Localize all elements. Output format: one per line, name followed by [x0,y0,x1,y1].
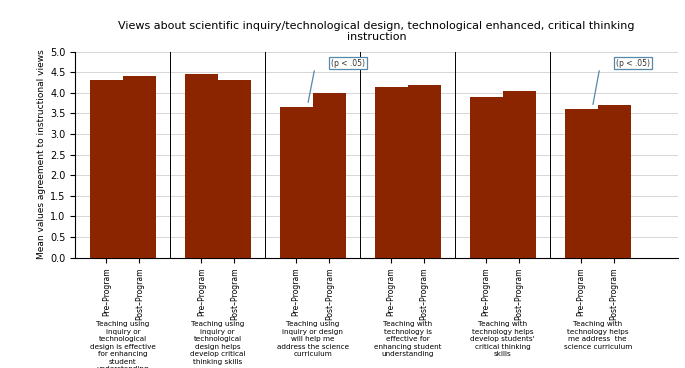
Bar [313,93,346,258]
Bar [408,85,440,258]
Bar [564,109,597,258]
Bar [597,105,631,258]
Bar [218,80,251,258]
Y-axis label: Mean values agreement to instructional views: Mean values agreement to instructional v… [37,50,46,259]
Bar [279,107,313,258]
Bar [470,97,503,258]
Bar [375,86,408,258]
Title: Views about scientific inquiry/technological design, technological enhanced, cri: Views about scientific inquiry/technolog… [119,21,635,42]
Text: (p < .05): (p < .05) [616,59,650,68]
Text: Teaching with
technology helps
develop students'
critical thinking
skills: Teaching with technology helps develop s… [471,322,535,357]
Text: (p < .05): (p < .05) [331,59,365,68]
Text: Teaching using
inquiry or design
will help me
address the science
curriculum: Teaching using inquiry or design will he… [277,322,349,357]
Text: Teaching with
technology is
effective for
enhancing student
understanding: Teaching with technology is effective fo… [374,322,441,357]
Text: Teaching using
inquiry or
technological
design is effective
for enhancing
studen: Teaching using inquiry or technological … [90,322,155,368]
Bar [90,80,123,258]
Text: Teaching using
inquiry or
technological
design helps
develop critical
thinking s: Teaching using inquiry or technological … [190,322,245,365]
Bar [123,76,156,258]
Bar [503,91,536,258]
Bar [185,74,218,258]
Text: Teaching with
technology helps
me address  the
science curriculum: Teaching with technology helps me addres… [564,322,632,350]
